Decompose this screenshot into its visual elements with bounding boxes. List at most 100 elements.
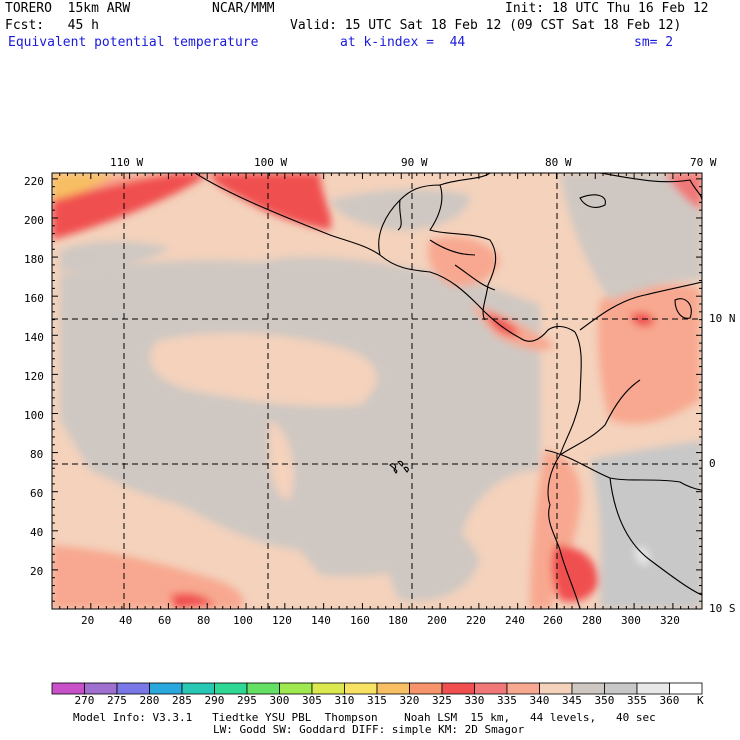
field-title: Equivalent potential temperature — [8, 35, 259, 50]
colorbar-label: 355 — [627, 694, 647, 707]
physics-info: LW: Godd SW: Goddard DIFF: simple KM: 2D… — [213, 723, 525, 736]
colorbar-swatch — [539, 682, 573, 695]
lon-label: 80 W — [545, 156, 572, 169]
colorbar-label: 315 — [367, 694, 387, 707]
colorbar-swatch — [311, 682, 345, 695]
theta-e-region-320 — [52, 173, 115, 200]
colorbar-label: 350 — [594, 694, 615, 707]
x-tick-label: 320 — [660, 614, 680, 627]
colorbar-swatch — [376, 682, 410, 695]
theta-e-region-350 — [560, 173, 702, 300]
colorbar-swatch — [636, 682, 670, 695]
x-tick-label: 120 — [272, 614, 292, 627]
colorbar-swatch — [344, 682, 378, 695]
theta-e-region-350 — [388, 500, 480, 601]
theta-e-region-330 — [665, 173, 702, 210]
x-tick-label: 40 — [119, 614, 133, 627]
y-tick-label: 140 — [24, 331, 44, 344]
country-border — [397, 199, 402, 231]
x-tick-label: 280 — [582, 614, 602, 627]
y-tick-label: 120 — [24, 370, 44, 383]
lon-label: 70 W — [690, 156, 717, 169]
lon-label: 90 W — [401, 156, 428, 169]
colorbar-swatch — [571, 682, 605, 695]
theta-e-region-330 — [170, 593, 215, 609]
theta-e-region-330 — [52, 173, 210, 240]
colorbar-label: 310 — [334, 694, 355, 707]
colorbar-swatch — [246, 682, 280, 695]
colorbar-label: 360 — [659, 694, 680, 707]
x-tick-label: 180 — [388, 614, 408, 627]
theta-e-region-345 — [150, 333, 377, 407]
smoothing-label: sm= 2 — [634, 35, 674, 50]
x-tick-label: 220 — [466, 614, 486, 627]
lon-label: 110 W — [110, 156, 144, 169]
y-tick-label: 160 — [24, 292, 44, 305]
x-tick-label: 300 — [621, 614, 641, 627]
colorbar-label: 285 — [172, 694, 192, 707]
coastline-yucatan — [439, 173, 491, 186]
lat-label: 10 N — [709, 312, 736, 325]
colorbar-label: 300 — [269, 694, 290, 707]
model-info: Model Info: V3.3.1 Tiedtke YSU PBL Thomp… — [73, 711, 656, 724]
colorbar-swatch — [279, 682, 313, 695]
y-tick-label: 100 — [24, 409, 44, 422]
colorbar-swatch — [409, 682, 443, 695]
coastline-south-america-west — [547, 331, 582, 609]
colorbar-label: 290 — [204, 694, 225, 707]
colorbar-label: 270 — [74, 694, 95, 707]
coastline-galapagos — [389, 460, 409, 474]
x-tick-label: 200 — [427, 614, 447, 627]
colorbar-label: 305 — [302, 694, 322, 707]
country-border — [609, 477, 702, 596]
coastline-island — [579, 194, 606, 208]
theta-e-region-340 — [598, 284, 700, 424]
theta-e-region-330 — [630, 312, 655, 327]
lat-label: 0 — [709, 457, 716, 470]
y-tick-label: 40 — [30, 526, 44, 539]
lat-lon-grid — [52, 173, 702, 609]
y-tick-label: 80 — [30, 448, 44, 461]
colorbar-label: 345 — [562, 694, 582, 707]
y-tick-label: 20 — [30, 565, 44, 578]
theta-e-region-340 — [52, 545, 244, 609]
country-border — [454, 264, 496, 291]
organization: NCAR/MMM — [212, 1, 275, 16]
init-time: Init: 18 UTC Thu 16 Feb 12 — [505, 1, 709, 16]
x-tick-label: 80 — [197, 614, 211, 627]
y-tick-label: 200 — [24, 214, 44, 227]
colorbar-swatch — [51, 682, 85, 695]
x-tick-label: 60 — [158, 614, 172, 627]
colorbar-label: 295 — [237, 694, 257, 707]
theta-e-region-330 — [210, 173, 332, 230]
map-frame — [51, 172, 703, 610]
country-border — [559, 379, 641, 456]
colorbar-swatch — [441, 682, 475, 695]
colorbar-label: 340 — [529, 694, 550, 707]
theta-e-region-350 — [60, 241, 170, 272]
colorbar-swatch — [149, 682, 183, 695]
colorbar-label: 320 — [399, 694, 420, 707]
colorbar-swatch — [181, 682, 215, 695]
x-tick-label: 240 — [505, 614, 525, 627]
y-tick-label: 60 — [30, 487, 44, 500]
model-name: TORERO 15km ARW — [5, 1, 131, 16]
level-label: at k-index = 44 — [340, 35, 466, 50]
lon-label: 100 W — [254, 156, 288, 169]
valid-time: Valid: 15 UTC Sat 18 Feb 12 (09 CST Sat … — [290, 18, 682, 33]
theta-e-region-345 — [268, 420, 294, 500]
colorbar-swatch — [506, 682, 540, 695]
x-tick-label: 100 — [233, 614, 253, 627]
colorbar-swatch — [214, 682, 248, 695]
theta-e-region-355 — [590, 440, 702, 609]
theta-e-region-330 — [485, 312, 520, 336]
colorbar-label: 275 — [107, 694, 127, 707]
lat-label: 10 S — [709, 602, 736, 615]
colorbar-label: 280 — [139, 694, 160, 707]
theta-e-region-340 — [530, 450, 581, 609]
colorbar-label: 330 — [464, 694, 485, 707]
colorbar-swatch — [474, 682, 508, 695]
country-border — [544, 449, 702, 491]
